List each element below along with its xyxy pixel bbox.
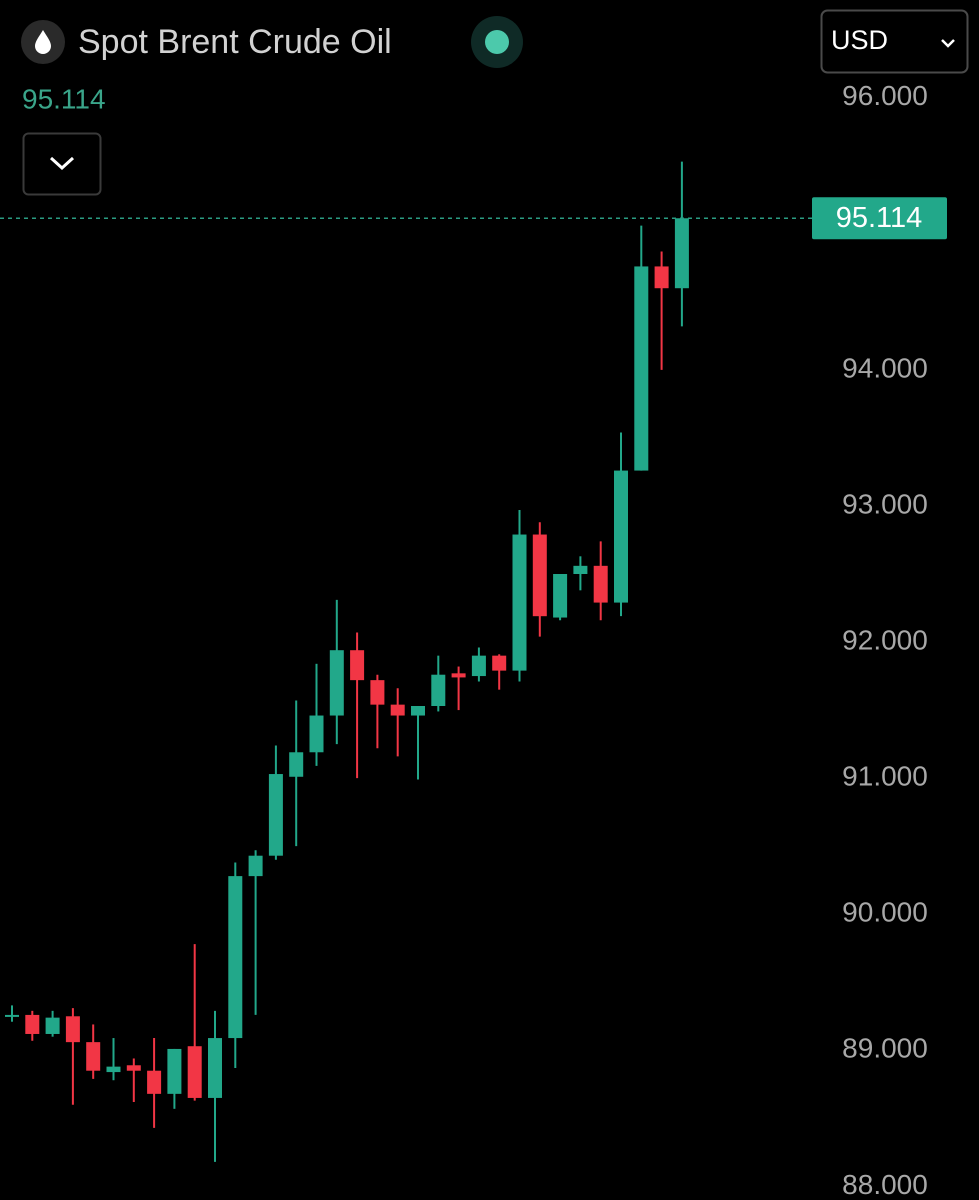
candle-body [289, 752, 304, 777]
button-frame [22, 132, 102, 196]
last-price-label: 95.114 [836, 202, 923, 234]
header-price: 95.114 [22, 83, 106, 114]
plot-area: 96.000 94.000 93.000 92.000 91.000 90.000 89.0… [0, 80, 947, 1200]
candle-body [674, 218, 689, 289]
candle-body [167, 1048, 182, 1094]
candle-body [329, 650, 344, 716]
y-tick-label: 94.000 [842, 352, 928, 383]
y-tick-label: 93.000 [842, 488, 928, 519]
candle-body [5, 1014, 19, 1017]
chart-title: Spot Brent Crude Oil [78, 23, 392, 61]
candle-body [573, 565, 588, 574]
candle-body [350, 650, 365, 681]
chevron [941, 39, 955, 48]
currency-select[interactable]: USD [820, 9, 969, 74]
candle-body [370, 680, 385, 705]
status-dot [485, 30, 509, 54]
candle-body [451, 673, 466, 678]
candle-body [431, 674, 446, 707]
candle-body [634, 266, 649, 471]
chevron [49, 156, 75, 171]
candle-body [208, 1038, 222, 1098]
candle-body [86, 1042, 101, 1071]
candle-body [411, 706, 425, 716]
candle-body [553, 573, 568, 618]
candle-body [45, 1017, 60, 1034]
y-tick-label: 92.000 [842, 624, 928, 655]
candle-body [268, 774, 283, 856]
candle-body [512, 534, 527, 671]
candle-body [126, 1065, 141, 1071]
candle-body [248, 855, 263, 877]
candle-body [390, 704, 405, 716]
candle-body [614, 470, 628, 603]
candle-body [309, 715, 324, 753]
candle-body [65, 1016, 80, 1043]
candle-body [228, 876, 243, 1039]
candle-body [147, 1070, 162, 1094]
candle-body [106, 1066, 121, 1073]
collapse-button[interactable] [22, 132, 102, 196]
y-tick-label: 91.000 [842, 761, 928, 792]
last-price-tag [812, 197, 947, 240]
candle-body [492, 655, 507, 671]
currency-label: USD [831, 25, 888, 55]
candle-body [532, 534, 547, 617]
candle-body [187, 1046, 202, 1098]
candle-body [25, 1014, 40, 1034]
candle-body [654, 266, 669, 289]
select-frame [820, 9, 969, 74]
y-tick-label: 88.000 [842, 1169, 928, 1200]
drop-icon [35, 30, 51, 54]
candle-body [593, 565, 608, 603]
candle-body [471, 655, 486, 677]
y-tick-label: 89.000 [842, 1033, 928, 1064]
y-tick-label: 96.000 [842, 80, 928, 111]
y-tick-label: 90.000 [842, 897, 928, 928]
